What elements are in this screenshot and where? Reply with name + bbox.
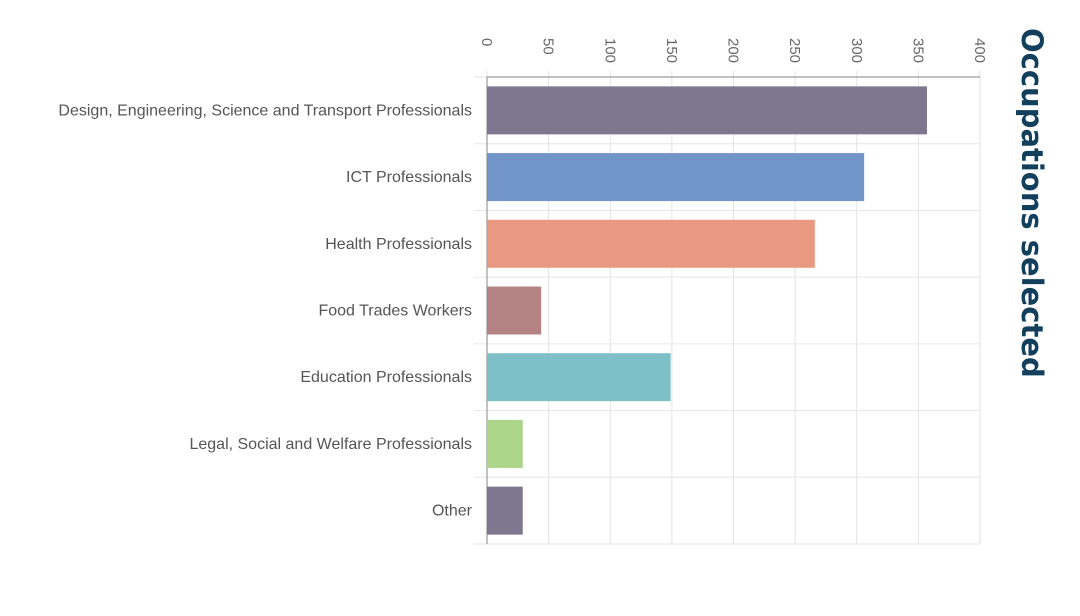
category-label: Education Professionals [300,369,472,386]
x-tick-label: 350 [909,38,926,63]
category-label: Other [432,503,473,520]
x-tick-label: 400 [971,38,988,63]
x-tick-label: 50 [540,38,557,55]
bars [487,86,928,535]
x-tick-label: 200 [725,38,742,63]
bar[interactable] [487,353,671,402]
x-tick-label: 100 [601,38,618,63]
category-label: Health Professionals [325,236,472,253]
x-tick-label: 0 [478,38,495,46]
grid [474,71,981,545]
bar[interactable] [487,286,542,335]
category-label: ICT Professionals [346,169,472,186]
x-tick-label: 150 [663,38,680,63]
bar[interactable] [487,419,523,468]
category-label: Design, Engineering, Science and Transpo… [58,102,472,119]
bar[interactable] [487,86,928,135]
chart-title: Occupations selected [1015,28,1049,378]
category-label: Legal, Social and Welfare Professionals [189,436,472,453]
x-tick-label: 250 [786,38,803,63]
bar[interactable] [487,486,523,535]
x-tick-label: 300 [848,38,865,63]
category-labels: Design, Engineering, Science and Transpo… [58,102,472,519]
bar[interactable] [487,219,815,268]
category-label: Food Trades Workers [318,303,472,320]
x-axis-ticks: 0 50 100 150 200 250 300 350 400 [478,38,988,63]
bar[interactable] [487,153,865,202]
